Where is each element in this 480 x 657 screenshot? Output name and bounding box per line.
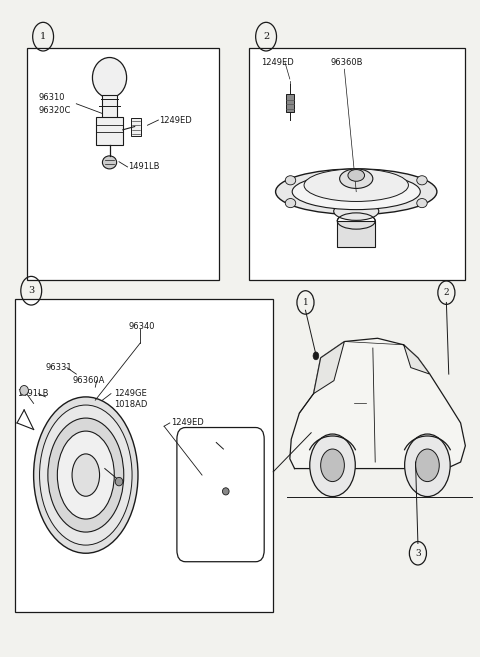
Ellipse shape — [48, 418, 124, 532]
Ellipse shape — [292, 174, 420, 210]
Polygon shape — [313, 342, 344, 394]
Text: 2: 2 — [263, 32, 269, 41]
Text: 3: 3 — [415, 549, 421, 558]
Ellipse shape — [334, 202, 379, 220]
Ellipse shape — [285, 198, 296, 208]
Ellipse shape — [285, 175, 296, 185]
Circle shape — [321, 449, 344, 482]
Ellipse shape — [102, 156, 117, 169]
Ellipse shape — [20, 386, 28, 396]
Ellipse shape — [34, 397, 138, 553]
Text: 96360B: 96360B — [330, 58, 363, 67]
FancyBboxPatch shape — [102, 95, 117, 120]
Circle shape — [313, 352, 319, 360]
Text: 1018AD: 1018AD — [114, 400, 148, 409]
FancyBboxPatch shape — [96, 118, 123, 145]
Circle shape — [310, 434, 355, 497]
Ellipse shape — [39, 405, 132, 545]
Ellipse shape — [417, 175, 427, 185]
Text: 96360A: 96360A — [73, 376, 106, 385]
Text: 96331: 96331 — [46, 363, 72, 372]
Ellipse shape — [57, 431, 114, 519]
FancyBboxPatch shape — [26, 49, 219, 280]
FancyBboxPatch shape — [250, 49, 466, 280]
FancyBboxPatch shape — [286, 94, 294, 112]
Text: 1249GE: 1249GE — [114, 389, 147, 398]
Ellipse shape — [93, 58, 127, 98]
Text: 1249ED: 1249ED — [171, 419, 204, 428]
FancyBboxPatch shape — [132, 118, 141, 136]
Text: 1491LB: 1491LB — [129, 162, 160, 171]
Text: 2: 2 — [444, 288, 449, 297]
Circle shape — [405, 434, 450, 497]
Text: 1: 1 — [302, 298, 308, 307]
Ellipse shape — [72, 454, 99, 496]
Ellipse shape — [340, 169, 373, 189]
Text: 1491LB: 1491LB — [17, 389, 48, 398]
Ellipse shape — [304, 169, 408, 202]
Circle shape — [416, 449, 439, 482]
FancyBboxPatch shape — [337, 221, 375, 247]
Ellipse shape — [417, 198, 427, 208]
Ellipse shape — [115, 478, 123, 486]
Polygon shape — [404, 345, 430, 374]
Text: 1249ED: 1249ED — [261, 58, 294, 67]
Text: 96320C: 96320C — [38, 106, 71, 115]
Text: 3: 3 — [28, 286, 35, 295]
Text: 96310: 96310 — [38, 93, 65, 102]
Text: 96340: 96340 — [129, 322, 155, 331]
FancyBboxPatch shape — [177, 428, 264, 562]
Ellipse shape — [222, 487, 229, 495]
Ellipse shape — [348, 170, 364, 181]
Text: 1249ED: 1249ED — [159, 116, 192, 125]
FancyBboxPatch shape — [14, 299, 273, 612]
Polygon shape — [290, 338, 466, 468]
Text: 1: 1 — [40, 32, 46, 41]
Ellipse shape — [276, 169, 437, 214]
